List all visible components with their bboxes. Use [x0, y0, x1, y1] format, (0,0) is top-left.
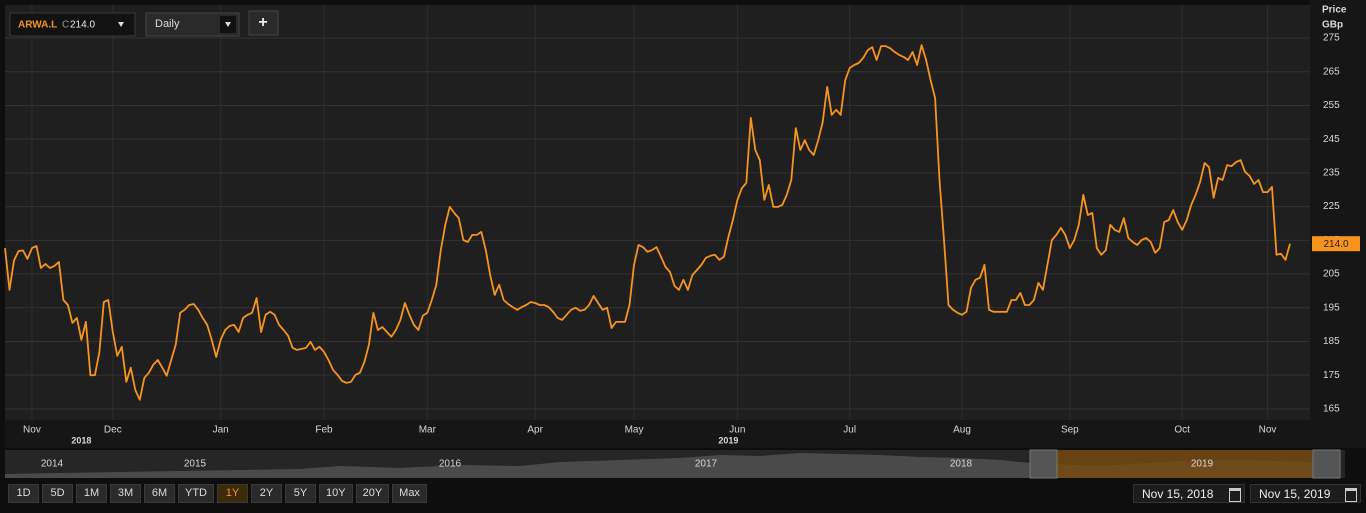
last-value-marker — [1312, 236, 1360, 252]
date-from[interactable]: Nov 15, 2018 — [1133, 484, 1245, 503]
interval-select[interactable] — [145, 12, 240, 37]
range-button[interactable]: 1Y — [217, 484, 248, 503]
y-axis-title: Price — [1322, 5, 1347, 16]
x-year-label: 2019 — [718, 435, 738, 445]
x-axis-panel — [5, 420, 1310, 448]
dropdown-arrow — [225, 22, 231, 27]
add-button[interactable] — [248, 10, 279, 36]
x-tick-label: Nov — [1259, 425, 1277, 436]
y-tick-label: 165 — [1323, 404, 1340, 415]
x-tick-label: Aug — [953, 425, 971, 436]
symbol: ARWA.L — [18, 20, 57, 31]
x-tick-label: Jun — [729, 425, 745, 436]
y-tick-label: 265 — [1323, 66, 1340, 77]
navigator-handle[interactable] — [1029, 449, 1058, 479]
y-tick-label: 275 — [1323, 33, 1340, 44]
x-tick-label: Dec — [104, 425, 122, 436]
range-button[interactable]: 6M — [144, 484, 175, 503]
range-button[interactable]: 2Y — [251, 484, 282, 503]
x-tick-label: Jul — [843, 425, 856, 436]
add-button-label: + — [258, 14, 267, 31]
navigator-year: 2016 — [439, 459, 462, 470]
range-button[interactable]: 20Y — [355, 484, 390, 503]
x-year-label: 2018 — [71, 435, 91, 445]
range-button[interactable]: 5Y — [285, 484, 316, 503]
range-button[interactable]: 10Y — [319, 484, 353, 503]
y-tick-label: 195 — [1323, 302, 1340, 313]
navigator-selection[interactable] — [1057, 450, 1313, 478]
y-tick-label: 225 — [1323, 201, 1340, 212]
interval: Daily — [155, 18, 180, 30]
close-value: 214.0 — [70, 20, 95, 31]
x-tick-label: Feb — [315, 425, 333, 436]
x-tick-label: Sep — [1061, 425, 1079, 436]
y-tick-label: 235 — [1323, 168, 1340, 179]
calendar-icon[interactable] — [1229, 488, 1241, 502]
x-tick-label: Mar — [419, 425, 437, 436]
x-tick-label: Nov — [23, 425, 41, 436]
y-axis-unit: GBp — [1322, 20, 1343, 31]
range-button[interactable]: YTD — [178, 484, 214, 503]
navigator-year: 2015 — [184, 459, 207, 470]
grid — [5, 5, 1310, 420]
range-buttons: 1D 5D 1M 3M 6M YTD 1Y 2Y 5Y 10Y 20Y Max — [8, 484, 427, 503]
x-tick-label: Apr — [527, 425, 543, 436]
y-axis-panel — [1310, 0, 1366, 448]
range-button[interactable]: Max — [392, 484, 427, 503]
y-tick-label: 175 — [1323, 370, 1340, 381]
date-to[interactable]: Nov 15, 2019 — [1250, 484, 1361, 503]
navigator-area — [5, 453, 1313, 478]
close-prefix: C — [62, 20, 69, 31]
navigator-year: 2018 — [950, 459, 973, 470]
last-value-label: 214.0 — [1323, 239, 1348, 250]
navigator-handle[interactable] — [1312, 449, 1341, 479]
x-tick-label: Oct — [1174, 425, 1190, 436]
calendar-icon[interactable] — [1345, 488, 1357, 502]
y-tick-label: 245 — [1323, 134, 1340, 145]
range-button[interactable]: 3M — [110, 484, 141, 503]
range-button[interactable]: 1D — [8, 484, 39, 503]
navigator-year: 2014 — [41, 459, 64, 470]
chart: Price GBp 2014 2015 2016 2017 2018 2019 … — [4, 0, 1366, 479]
x-tick-label: May — [625, 425, 644, 436]
y-tick-label: 185 — [1323, 336, 1340, 347]
y-tick-label: 255 — [1323, 100, 1340, 111]
dropdown-arrow — [118, 22, 124, 27]
price-line — [4, 44, 1291, 401]
date-from-text: Nov 15, 2018 — [1142, 487, 1214, 501]
y-tick-label: 205 — [1323, 269, 1340, 280]
symbol-box[interactable] — [9, 12, 136, 37]
range-button[interactable]: 1M — [76, 484, 107, 503]
navigator-year: 2017 — [695, 459, 718, 470]
date-to-text: Nov 15, 2019 — [1259, 487, 1331, 501]
range-button[interactable]: 5D — [42, 484, 73, 503]
x-tick-label: Jan — [213, 425, 229, 436]
plot-area — [5, 5, 1310, 420]
navigator-year: 2019 — [1191, 459, 1214, 470]
